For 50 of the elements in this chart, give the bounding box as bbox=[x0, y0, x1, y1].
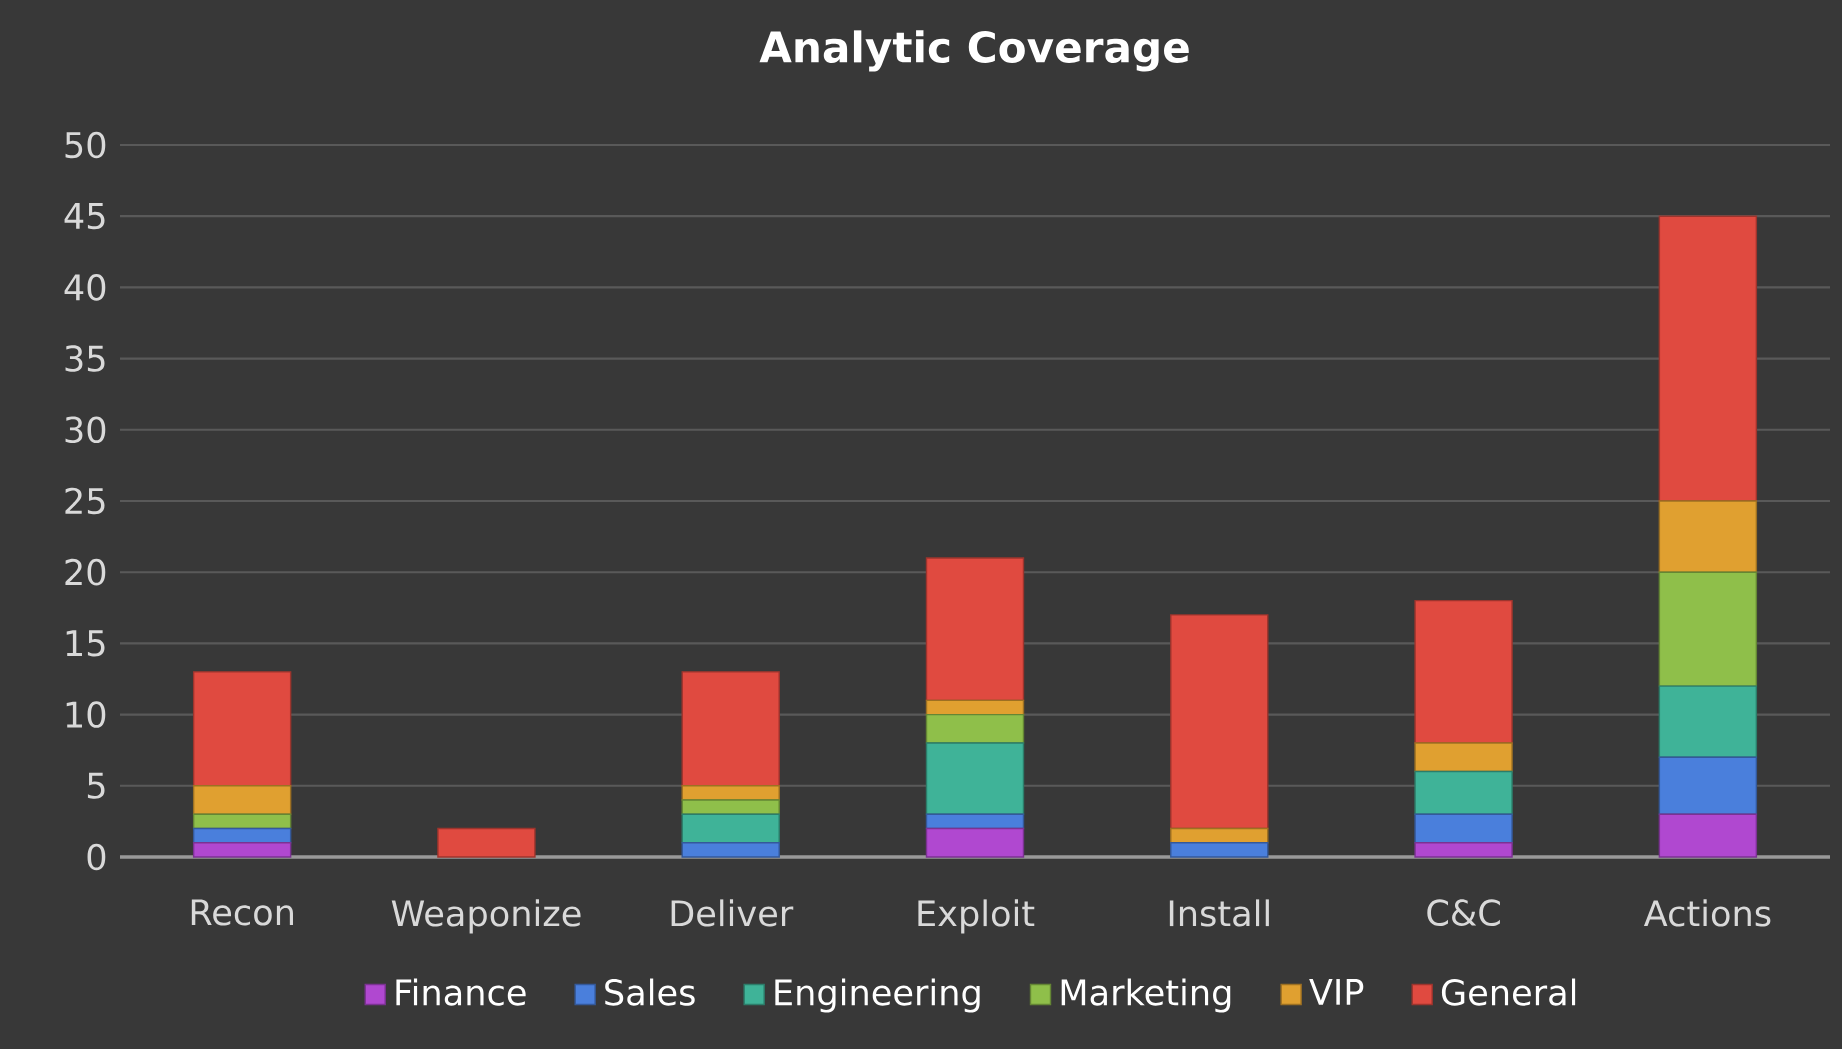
x-tick-label: Recon bbox=[191, 899, 293, 926]
x-tick-label: Actions bbox=[1643, 899, 1771, 927]
legend-label: VIP bbox=[1309, 979, 1364, 1005]
bar bbox=[681, 842, 780, 858]
bar bbox=[925, 557, 1025, 702]
bar bbox=[681, 799, 780, 815]
bar bbox=[1658, 500, 1758, 573]
x-tick-label: Weaponize bbox=[391, 899, 581, 934]
x-tick-label: Exploit bbox=[918, 899, 1035, 934]
bar bbox=[1658, 756, 1758, 815]
y-tick-label: 10 bbox=[66, 701, 106, 728]
bar bbox=[192, 842, 292, 858]
bar bbox=[1414, 742, 1513, 773]
bar bbox=[1170, 614, 1269, 830]
bar bbox=[192, 671, 292, 787]
x-tick-label: C&C bbox=[1427, 899, 1500, 926]
y-tick-label: 40 bbox=[64, 274, 106, 301]
legend-label: Marketing bbox=[1061, 978, 1231, 1013]
y-tick-label: 35 bbox=[65, 345, 105, 372]
bar bbox=[681, 813, 780, 844]
legend-label: Sales bbox=[605, 978, 695, 1006]
y-tick-label: 0 bbox=[87, 843, 106, 871]
y-tick-label: 30 bbox=[65, 416, 106, 444]
chart-title: Analytic Coverage bbox=[759, 30, 1189, 72]
bar bbox=[925, 713, 1025, 744]
legend-label: Finance bbox=[396, 978, 526, 1006]
bar bbox=[437, 827, 536, 858]
bar bbox=[925, 827, 1025, 858]
y-tick-label: 45 bbox=[64, 203, 105, 230]
x-tick-label: Install bbox=[1169, 899, 1269, 927]
bar bbox=[1414, 770, 1513, 815]
bar bbox=[1658, 685, 1758, 759]
bar bbox=[1658, 571, 1758, 687]
bar bbox=[1658, 215, 1758, 502]
bar bbox=[1414, 813, 1513, 844]
y-tick-label: 25 bbox=[65, 487, 105, 515]
bar bbox=[925, 742, 1025, 815]
bar bbox=[1658, 813, 1758, 858]
bar bbox=[1414, 842, 1513, 858]
legend-label: Engineering bbox=[775, 978, 980, 1013]
y-tick-label: 5 bbox=[87, 772, 105, 799]
x-tick-label: Deliver bbox=[671, 899, 794, 927]
bar bbox=[681, 671, 780, 787]
y-tick-label: 15 bbox=[66, 630, 105, 657]
y-tick-label: 20 bbox=[65, 558, 106, 586]
bar bbox=[1170, 842, 1269, 858]
legend-label: General bbox=[1441, 978, 1576, 1006]
y-tick-label: 50 bbox=[65, 131, 106, 159]
bar bbox=[1414, 599, 1513, 744]
bar bbox=[192, 785, 292, 815]
